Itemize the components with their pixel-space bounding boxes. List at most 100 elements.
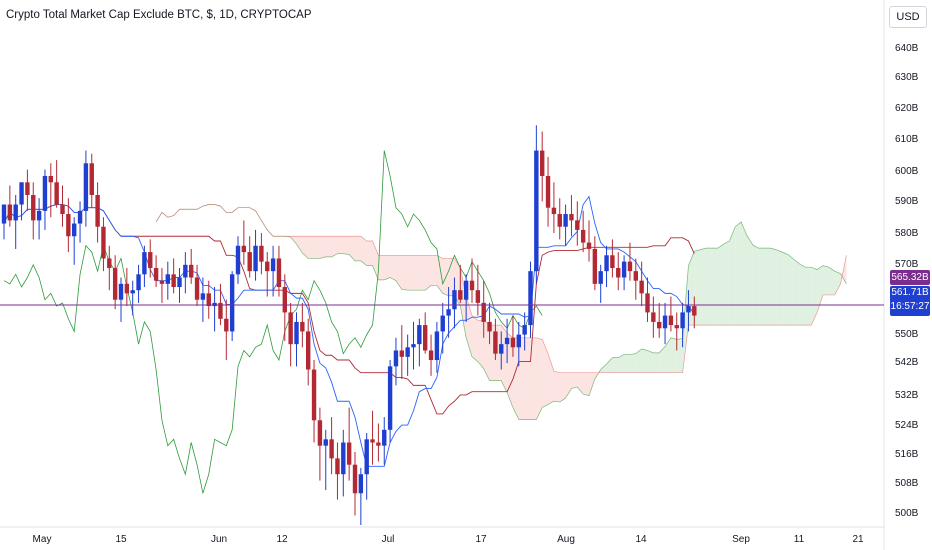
candle-body <box>358 474 364 494</box>
candle-body <box>194 277 200 300</box>
y-tick-label: 508B <box>895 478 919 489</box>
ichimoku-cloud-segment <box>682 265 689 373</box>
candle-body <box>616 267 621 278</box>
ichimoku-cloud-segment <box>308 236 315 259</box>
ichimoku-cloud-segment <box>395 255 402 290</box>
candle-body <box>341 442 346 475</box>
x-tick-label: 14 <box>635 534 647 545</box>
candle-body <box>364 439 369 475</box>
ichimoku-cloud-segment <box>811 267 818 326</box>
candle-body <box>434 331 440 360</box>
y-tick-label: 590B <box>895 196 919 207</box>
y-tick-label: 630B <box>895 72 919 83</box>
ichimoku-cloud-segment <box>583 372 589 396</box>
ichimoku-cloud-segment <box>706 248 712 326</box>
bar-countdown: 16:57:27 <box>890 301 930 312</box>
candle-body <box>212 302 217 307</box>
y-tick-label: 600B <box>895 166 919 177</box>
ichimoku-cloud-segment <box>817 265 823 313</box>
current-price-tag: 565.32B <box>890 270 930 285</box>
candle-body <box>411 344 416 348</box>
currency-selector[interactable]: USD <box>889 6 927 28</box>
candle-body <box>42 175 48 211</box>
ichimoku-cloud-segment <box>589 372 595 396</box>
candle-body <box>405 347 410 357</box>
candle-body <box>136 274 141 291</box>
candle-body <box>621 261 627 278</box>
candle-body <box>130 290 135 294</box>
candle-body <box>469 280 475 291</box>
candle-body <box>171 274 176 288</box>
candle-body <box>633 271 638 281</box>
candle-body <box>382 429 387 446</box>
ichimoku-cloud-segment <box>834 271 841 295</box>
candle-body <box>487 321 492 332</box>
candle-body <box>680 312 685 329</box>
ichimoku-cloud-segment <box>782 252 788 326</box>
candle-body <box>107 258 112 268</box>
candle-body <box>446 309 451 316</box>
candle-body <box>674 325 679 329</box>
candle-body <box>323 439 328 446</box>
candle-body <box>95 195 100 227</box>
candle-body <box>516 334 521 348</box>
ichimoku-cloud-segment <box>343 236 350 255</box>
candle-body <box>528 271 533 326</box>
ichimoku-cloud-segment <box>337 236 344 254</box>
ichimoku-cloud-segment <box>565 372 572 399</box>
ichimoku-cloud-segment <box>331 236 338 257</box>
candle-body <box>7 204 13 221</box>
ichimoku-cloud-segment <box>355 236 361 261</box>
ichimoku-cloud-segment <box>360 236 367 266</box>
candle-body <box>253 245 258 272</box>
candle-body <box>200 293 206 300</box>
candle-body <box>72 223 77 237</box>
candle-body <box>458 290 463 300</box>
candle-body <box>247 252 252 272</box>
x-tick-label: Aug <box>557 534 575 545</box>
candle-body <box>423 325 428 351</box>
candle-body <box>393 350 399 367</box>
ichimoku-cloud-segment <box>512 337 519 420</box>
ichimoku-cloud-segment <box>717 244 724 326</box>
ichimoku-cloud-segment <box>536 337 543 420</box>
candle-body <box>112 267 118 300</box>
y-tick-label: 500B <box>895 508 919 519</box>
candle-body <box>235 245 241 275</box>
y-tick-label: 610B <box>895 134 919 145</box>
candle-body <box>66 214 71 237</box>
candle-body <box>569 214 574 221</box>
candle-body <box>662 315 668 329</box>
candle-body <box>218 302 223 319</box>
ichimoku-cloud-segment <box>384 255 391 280</box>
ichimoku-cloud-segment <box>823 265 829 295</box>
candle-body <box>651 312 656 322</box>
candle-body <box>148 252 153 268</box>
y-tick-label: 570B <box>895 259 919 270</box>
chart-title: Crypto Total Market Cap Exclude BTC, $, … <box>6 9 312 21</box>
ichimoku-cloud-segment <box>606 357 613 373</box>
candle-body <box>89 163 94 195</box>
ichimoku-cloud-segment <box>553 371 560 403</box>
ichimoku-cloud-segment <box>828 267 835 295</box>
candle-body <box>499 344 504 354</box>
candle-body <box>668 315 674 326</box>
y-tick-label: 524B <box>895 420 919 431</box>
candle-body <box>241 245 247 253</box>
candle-body <box>352 464 358 494</box>
ichimoku-cloud-segment <box>524 337 531 420</box>
candle-body <box>417 325 422 345</box>
candle-body <box>294 321 299 345</box>
ichimoku-cloud-segment <box>793 259 800 326</box>
ichimoku-cloud-segment <box>799 264 806 326</box>
candle-body <box>189 264 194 278</box>
candle-body <box>627 261 633 272</box>
candle-body <box>288 312 293 345</box>
candle-body <box>551 207 557 215</box>
candle-body <box>270 258 276 272</box>
candle-body <box>77 210 83 224</box>
ichimoku-cloud-segment <box>752 244 759 326</box>
ichimoku-cloud-segment <box>319 236 326 259</box>
candle-body <box>54 182 59 205</box>
